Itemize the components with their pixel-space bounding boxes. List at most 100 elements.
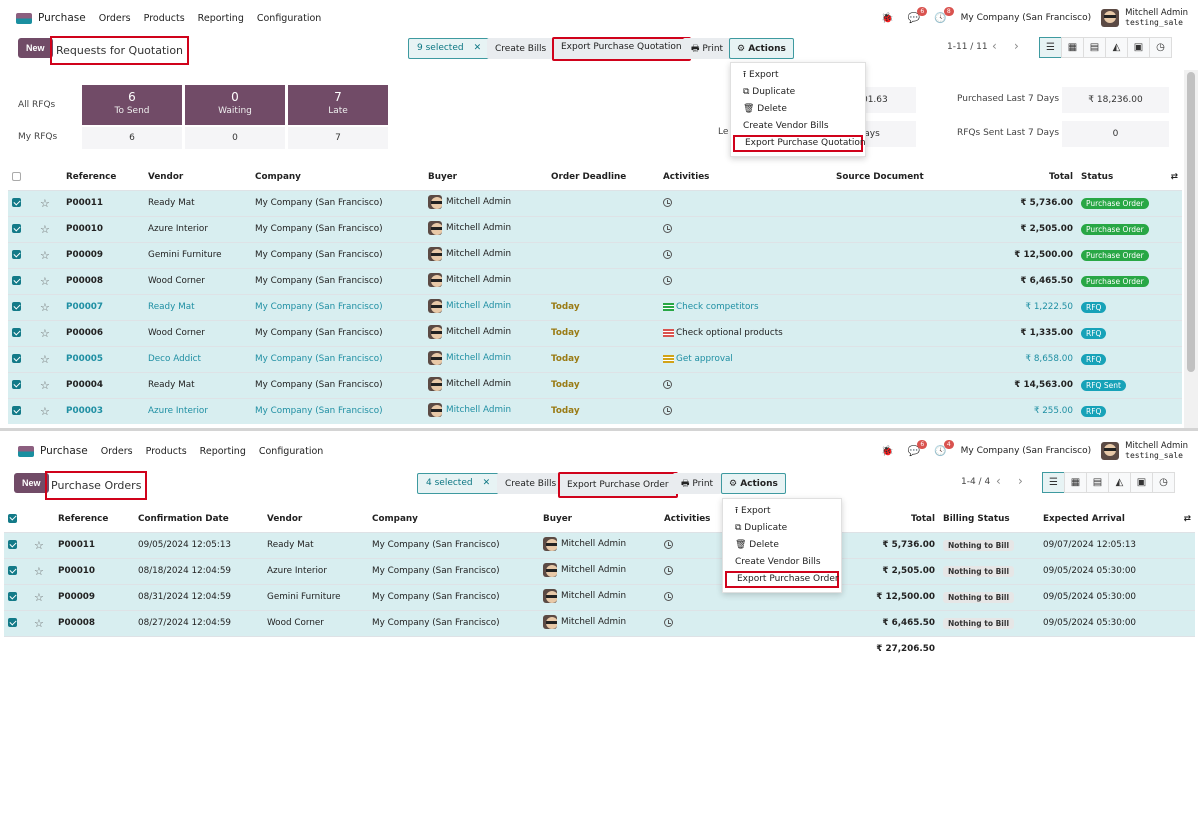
- activity-cell[interactable]: [659, 397, 832, 424]
- col-order-deadline[interactable]: Order Deadline: [551, 171, 627, 182]
- status-cell[interactable]: Purchase Order: [1077, 267, 1182, 294]
- row-checkbox-cell[interactable]: [8, 319, 36, 346]
- waiting-tile[interactable]: 0 Waiting: [185, 85, 285, 125]
- vendor-cell[interactable]: Wood Corner: [263, 609, 368, 636]
- favorite-cell[interactable]: ☆: [36, 319, 62, 346]
- favorite-cell[interactable]: ☆: [30, 531, 54, 558]
- status-cell[interactable]: RFQ Sent: [1077, 371, 1182, 398]
- menu-products[interactable]: Products: [145, 445, 187, 457]
- row-checkbox[interactable]: [12, 380, 21, 389]
- reference-cell[interactable]: P00009: [62, 241, 144, 268]
- expected-arrival-cell[interactable]: 09/07/2024 12:05:13: [1039, 531, 1195, 558]
- total-cell[interactable]: ₹ 12,500.00: [947, 241, 1077, 268]
- favorite-cell[interactable]: ☆: [30, 583, 54, 610]
- star-icon[interactable]: ☆: [40, 300, 50, 314]
- duplicate-menu-item[interactable]: ⧉ Duplicate: [723, 520, 841, 537]
- select-all-cell[interactable]: [8, 164, 36, 190]
- delete-menu-item[interactable]: 🗑 Delete: [723, 537, 841, 554]
- vendor-cell[interactable]: Ready Mat: [263, 531, 368, 558]
- user-avatar[interactable]: [1101, 442, 1120, 460]
- favorite-cell[interactable]: ☆: [36, 397, 62, 424]
- row-checkbox[interactable]: [12, 224, 21, 233]
- favorite-cell[interactable]: ☆: [36, 267, 62, 294]
- vendor-cell[interactable]: Gemini Furniture: [144, 241, 251, 268]
- clock-icon[interactable]: [664, 618, 673, 627]
- confirmation-date-cell[interactable]: 08/27/2024 12:04:59: [134, 609, 263, 636]
- col-activities[interactable]: Activities: [663, 171, 710, 182]
- row-checkbox[interactable]: [12, 250, 21, 259]
- chat-icon[interactable]: 💬 6: [908, 439, 928, 457]
- deadline-cell[interactable]: [547, 189, 659, 216]
- create-bills-button[interactable]: Create Bills: [497, 473, 565, 494]
- star-icon[interactable]: ☆: [40, 352, 50, 366]
- confirmation-date-cell[interactable]: 09/05/2024 12:05:13: [134, 531, 263, 558]
- total-cell[interactable]: ₹ 14,563.00: [947, 371, 1077, 398]
- graph-view-icon[interactable]: ◭: [1108, 472, 1131, 493]
- star-icon[interactable]: ☆: [40, 222, 50, 236]
- source-document-cell[interactable]: [832, 267, 947, 294]
- company-cell[interactable]: My Company (San Francisco): [251, 397, 424, 424]
- col-activities[interactable]: Activities: [664, 513, 711, 524]
- activity-clock-icon[interactable]: 🕓 8: [934, 6, 954, 24]
- create-vendor-bills-menu-item[interactable]: Create Vendor Bills: [743, 121, 829, 131]
- delete-menu-item[interactable]: 🗑 Delete: [731, 101, 865, 118]
- clock-icon[interactable]: [663, 224, 672, 233]
- create-bills-button[interactable]: Create Bills: [487, 38, 555, 59]
- activity-view-icon[interactable]: ◷: [1149, 37, 1172, 58]
- row-checkbox[interactable]: [12, 354, 21, 363]
- reference-cell[interactable]: P00006: [62, 319, 144, 346]
- deadline-cell[interactable]: Today: [547, 397, 659, 424]
- col-expected-arrival[interactable]: Expected Arrival ⇄: [1039, 506, 1195, 532]
- create-vendor-bills-menu-item[interactable]: Create Vendor Bills: [735, 557, 821, 567]
- table-row[interactable]: ☆ P00011 09/05/2024 12:05:13 Ready Mat My Co…: [4, 531, 1195, 558]
- col-vendor[interactable]: Vendor: [148, 171, 184, 182]
- selection-indicator[interactable]: 9 selected ✕: [408, 38, 491, 59]
- status-cell[interactable]: Purchase Order: [1077, 189, 1182, 216]
- graph-view-icon[interactable]: ◭: [1105, 37, 1128, 58]
- clear-selection-icon[interactable]: ✕: [482, 478, 491, 488]
- status-cell[interactable]: RFQ: [1077, 293, 1182, 320]
- company-switcher[interactable]: My Company (San Francisco): [960, 446, 1092, 456]
- reference-cell[interactable]: P00009: [54, 583, 134, 610]
- confirmation-date-cell[interactable]: 08/18/2024 12:04:59: [134, 557, 263, 584]
- vendor-cell[interactable]: Azure Interior: [144, 397, 251, 424]
- calendar-view-icon[interactable]: ▣: [1127, 37, 1150, 58]
- source-document-cell[interactable]: [832, 319, 947, 346]
- list-view-icon[interactable]: ☰: [1042, 472, 1065, 493]
- star-icon[interactable]: ☆: [34, 564, 44, 578]
- company-cell[interactable]: My Company (San Francisco): [368, 583, 539, 610]
- expected-arrival-cell[interactable]: 09/05/2024 05:30:00: [1039, 609, 1195, 636]
- star-icon[interactable]: ☆: [34, 538, 44, 552]
- chat-icon[interactable]: 💬 6: [908, 6, 928, 24]
- col-reference[interactable]: Reference: [66, 171, 117, 182]
- favorite-cell[interactable]: ☆: [36, 293, 62, 320]
- company-cell[interactable]: My Company (San Francisco): [368, 531, 539, 558]
- buyer-cell[interactable]: Mitchell Admin: [424, 319, 547, 346]
- table-row[interactable]: ☆ P00010 08/18/2024 12:04:59 Azure Interior…: [4, 557, 1195, 584]
- activity-cell[interactable]: [659, 215, 832, 242]
- company-cell[interactable]: My Company (San Francisco): [251, 319, 424, 346]
- row-checkbox-cell[interactable]: [8, 267, 36, 294]
- activity-cell[interactable]: [660, 609, 782, 636]
- buyer-cell[interactable]: Mitchell Admin: [424, 189, 547, 216]
- purchase-app-icon[interactable]: [18, 445, 34, 457]
- row-checkbox[interactable]: [12, 328, 21, 337]
- vendor-cell[interactable]: Wood Corner: [144, 267, 251, 294]
- buyer-cell[interactable]: Mitchell Admin: [424, 293, 547, 320]
- row-checkbox-cell[interactable]: [8, 241, 36, 268]
- status-cell[interactable]: RFQ: [1077, 345, 1182, 372]
- clock-icon[interactable]: [663, 276, 672, 285]
- vendor-cell[interactable]: Ready Mat: [144, 293, 251, 320]
- pivot-view-icon[interactable]: ▤: [1086, 472, 1109, 493]
- star-icon[interactable]: ☆: [34, 590, 44, 604]
- activity-summary[interactable]: Get approval: [676, 354, 733, 364]
- table-row[interactable]: ☆ P00009 08/31/2024 12:04:59 Gemini Furnitu…: [4, 583, 1195, 610]
- vendor-cell[interactable]: Ready Mat: [144, 371, 251, 398]
- status-cell[interactable]: Purchase Order: [1077, 241, 1182, 268]
- clock-icon[interactable]: [663, 250, 672, 259]
- favorite-cell[interactable]: ☆: [36, 371, 62, 398]
- favorite-cell[interactable]: ☆: [30, 557, 54, 584]
- favorite-cell[interactable]: ☆: [36, 189, 62, 216]
- kanban-view-icon[interactable]: ▦: [1064, 472, 1087, 493]
- total-cell[interactable]: ₹ 1,222.50: [947, 293, 1077, 320]
